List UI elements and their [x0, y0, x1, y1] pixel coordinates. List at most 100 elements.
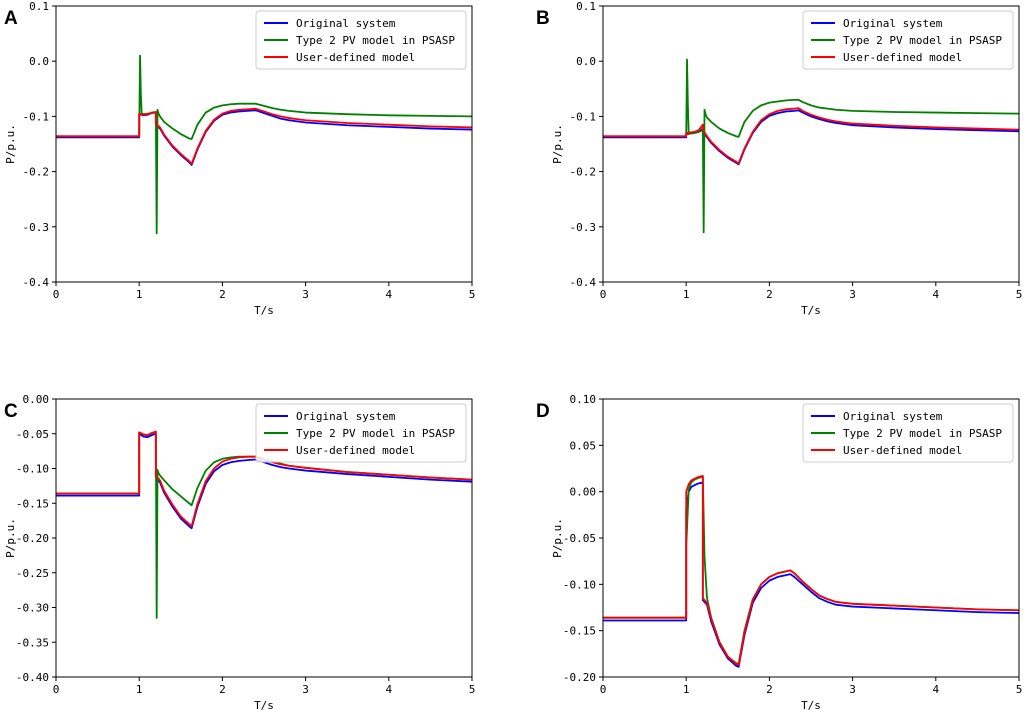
legend: Original system Type 2 PV model in PSASP U… — [255, 10, 467, 70]
series-line-original-system — [603, 481, 1019, 668]
y-tick-label: 0.0 — [29, 55, 49, 68]
x-axis-label: T/s — [801, 304, 821, 317]
x-tick-label: 0 — [600, 683, 607, 696]
y-tick-label: -0.25 — [16, 567, 49, 580]
legend-box — [802, 403, 1014, 463]
legend-label: Type 2 PV model in PSASP — [296, 427, 455, 440]
y-tick-label: -0.3 — [570, 221, 597, 234]
panel-b: B 0 1 2 3 4 5 -0.4 -0.3 -0.2 -0.1 0.0 0.1 T/s P/p.u. O… — [536, 0, 1022, 317]
y-tick-label: -0.15 — [563, 625, 596, 638]
legend-label: Original system — [843, 17, 943, 30]
y-tick-label: 0.00 — [23, 393, 50, 406]
legend-label: Type 2 PV model in PSASP — [843, 34, 1002, 47]
series-line-user-defined-model — [603, 107, 1019, 165]
legend: Original system Type 2 PV model in PSASP U… — [802, 10, 1014, 70]
x-tick-label: 3 — [302, 288, 309, 301]
legend-label: Original system — [296, 410, 396, 423]
y-tick-label: -0.30 — [16, 602, 49, 615]
legend-box — [255, 10, 467, 70]
y-tick-label: -0.4 — [23, 276, 50, 289]
x-tick-label: 4 — [385, 683, 392, 696]
y-axis-label: P/p.u. — [551, 518, 564, 558]
y-tick-label: -0.05 — [563, 532, 596, 545]
y-tick-label: -0.1 — [570, 110, 597, 123]
x-tick-label: 2 — [766, 288, 773, 301]
legend-label: User-defined model — [843, 51, 962, 64]
plot-frame — [55, 5, 473, 283]
x-axis-label: T/s — [254, 304, 274, 317]
series-line-original-system — [56, 432, 472, 530]
x-tick-label: 1 — [136, 683, 143, 696]
x-tick-label: 0 — [53, 288, 60, 301]
y-tick-label: -0.2 — [23, 166, 50, 179]
x-tick-label: 1 — [683, 683, 690, 696]
x-tick-label: 5 — [1016, 683, 1023, 696]
x-tick-label: 4 — [932, 683, 939, 696]
x-tick-label: 4 — [385, 288, 392, 301]
y-tick-label: -0.10 — [563, 578, 596, 591]
x-tick-label: 5 — [1016, 288, 1023, 301]
panel-a: A 0 1 2 3 4 5 -0.4 -0.3 -0.2 -0.1 0.0 0.1 T/s P/p.u. O… — [4, 0, 475, 317]
y-tick-label: -0.2 — [570, 166, 597, 179]
y-tick-label: 0.1 — [29, 0, 49, 13]
legend-label: User-defined model — [843, 444, 962, 457]
x-tick-label: 2 — [219, 683, 226, 696]
x-axis-label: T/s — [801, 699, 821, 710]
y-tick-label: -0.05 — [16, 428, 49, 441]
legend-label: Type 2 PV model in PSASP — [843, 427, 1002, 440]
x-tick-label: 1 — [683, 288, 690, 301]
x-tick-label: 1 — [136, 288, 143, 301]
legend: Original system Type 2 PV model in PSASP U… — [255, 403, 467, 463]
plot-frame — [602, 5, 1020, 283]
y-tick-label: -0.20 — [16, 532, 49, 545]
x-axis-label: T/s — [254, 699, 274, 710]
legend-label: User-defined model — [296, 51, 415, 64]
y-tick-label: -0.4 — [570, 276, 597, 289]
series-line-user-defined-model — [56, 107, 472, 165]
panel-label-b: B — [536, 8, 550, 29]
panel-d: D 0 1 2 3 4 5 -0.20 -0.15 -0.10 -0.05 0.00 0.05 0.10… — [536, 393, 1022, 710]
x-tick-label: 2 — [766, 683, 773, 696]
series-line-original-system — [56, 109, 472, 166]
series-line-user-defined-model — [603, 475, 1019, 666]
y-axis-label: P/p.u. — [4, 124, 17, 164]
series-line-user-defined-model — [56, 430, 472, 528]
y-tick-label: 0.1 — [576, 0, 596, 13]
legend-box — [802, 10, 1014, 70]
legend-label: User-defined model — [296, 444, 415, 457]
y-tick-label: 0.00 — [570, 486, 597, 499]
y-axis-label: P/p.u. — [551, 124, 564, 164]
panel-label-c: C — [4, 401, 18, 422]
panel-label-d: D — [536, 401, 550, 422]
series-line-type-2-pv-model-in-psasp — [603, 58, 1019, 234]
y-tick-label: -0.10 — [16, 463, 49, 476]
series-line-type-2-pv-model-in-psasp — [56, 54, 472, 235]
legend-label: Original system — [843, 410, 943, 423]
x-tick-label: 3 — [849, 683, 856, 696]
legend-label: Original system — [296, 17, 396, 30]
legend: Original system Type 2 PV model in PSASP U… — [802, 403, 1014, 463]
legend-label: Type 2 PV model in PSASP — [296, 34, 455, 47]
x-tick-label: 3 — [849, 288, 856, 301]
x-tick-label: 0 — [53, 683, 60, 696]
x-tick-label: 4 — [932, 288, 939, 301]
y-tick-label: -0.15 — [16, 497, 49, 510]
panel-label-a: A — [4, 8, 18, 29]
y-tick-label: -0.1 — [23, 110, 50, 123]
y-tick-label: -0.40 — [16, 671, 49, 684]
x-tick-label: 5 — [469, 683, 476, 696]
series-line-type-2-pv-model-in-psasp — [603, 475, 1019, 665]
y-tick-label: 0.05 — [570, 439, 597, 452]
y-tick-label: -0.35 — [16, 636, 49, 649]
y-axis-label: P/p.u. — [4, 518, 17, 558]
x-tick-label: 2 — [219, 288, 226, 301]
x-tick-label: 0 — [600, 288, 607, 301]
legend-box — [255, 403, 467, 463]
y-tick-label: 0.0 — [576, 55, 596, 68]
panel-c: C 0 1 2 3 4 5 -0.40 -0.35 -0.30 -0.25 -0.20 -0.15 -0… — [4, 393, 475, 710]
series-line-original-system — [603, 109, 1019, 166]
x-tick-label: 5 — [469, 288, 476, 301]
x-tick-label: 3 — [302, 683, 309, 696]
y-tick-label: 0.10 — [570, 393, 597, 406]
